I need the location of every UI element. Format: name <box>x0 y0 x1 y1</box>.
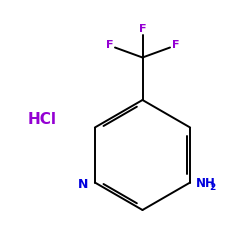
Text: F: F <box>139 24 146 34</box>
Text: N: N <box>78 178 88 191</box>
Text: 2: 2 <box>210 182 216 192</box>
Text: HCl: HCl <box>28 112 57 128</box>
Text: F: F <box>106 40 113 50</box>
Text: NH: NH <box>196 177 216 190</box>
Text: F: F <box>172 40 179 50</box>
